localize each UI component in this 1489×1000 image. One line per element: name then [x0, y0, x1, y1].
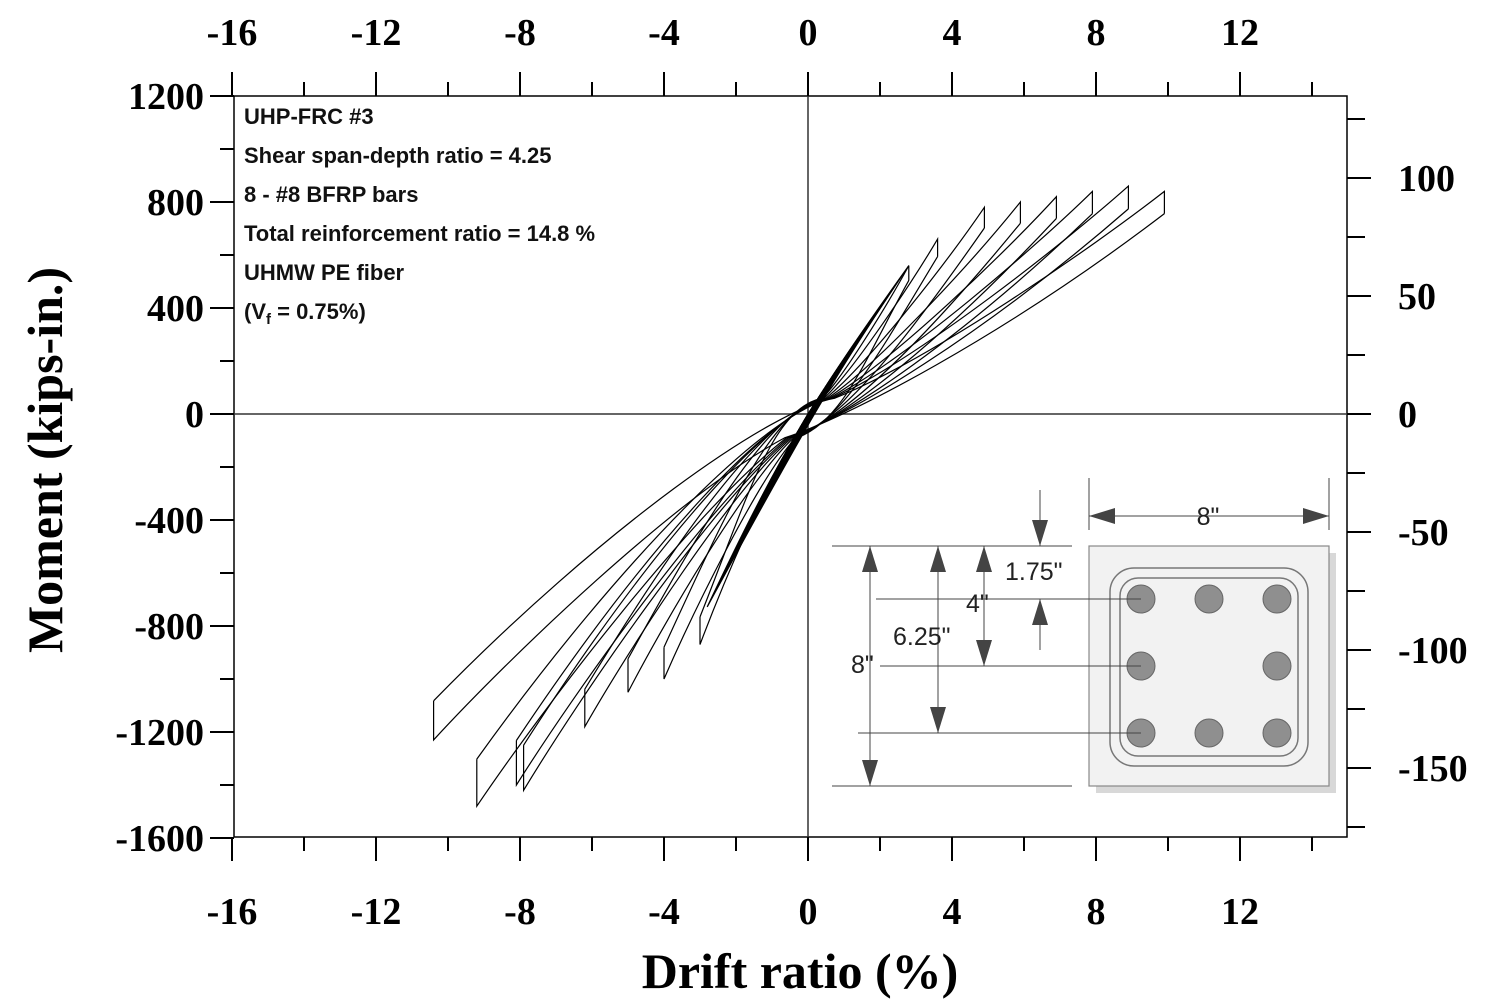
hysteresis-loop-lower [663, 256, 939, 680]
dimension-cover: 1.75" [1005, 558, 1063, 586]
annotation-vf-prefix: (V [244, 299, 266, 324]
hysteresis-loop-upper [476, 184, 1129, 760]
dimension-arrows [862, 508, 1329, 786]
hysteresis-loop-lower [515, 213, 1093, 788]
rebar [1262, 651, 1292, 681]
x-tick-label-top: -8 [504, 12, 536, 54]
y2-tick-label-right: -100 [1398, 630, 1468, 672]
x-tick-label-bottom: -12 [351, 891, 402, 933]
x-tick-label-top: -12 [351, 12, 402, 54]
hysteresis-loop-upper [523, 195, 1057, 746]
annotation-specimen: UHP-FRC #3 [244, 104, 374, 129]
x-tick-label-bottom: -4 [648, 891, 680, 933]
y-axis-title: Moment (kips-in.) [17, 267, 73, 653]
stirrup-outer [1109, 567, 1309, 767]
annotation-fiber: UHMW PE fiber [244, 260, 405, 285]
hysteresis-loop-lower [699, 280, 910, 645]
y2-tick-label-right: 0 [1398, 394, 1417, 436]
dimension-width: 8" [1197, 503, 1220, 531]
dimension-outer-row: 6.25" [893, 623, 951, 651]
x-axis-title: Drift ratio (%) [642, 943, 959, 999]
rebar [1194, 584, 1224, 614]
axis-ticks [210, 72, 1371, 861]
x-tick-label-top: 0 [799, 12, 818, 54]
cross-section-inset: 8" 1.75" 4" 6.25" 8" [832, 478, 1336, 793]
y2-tick-label-right: 50 [1398, 276, 1436, 318]
y2-tick-label-right: 100 [1398, 158, 1455, 200]
dimension-height: 8" [851, 651, 874, 679]
hysteresis-loop-upper [584, 200, 1021, 690]
annotation-vf: (Vf = 0.75%) [244, 299, 366, 328]
hysteresis-curves [433, 184, 1165, 809]
rebar [1194, 718, 1224, 748]
annotation-reinforcement: Total reinforcement ratio = 14.8 % [244, 221, 595, 246]
rebar [1262, 584, 1292, 614]
annotation-bars: 8 - #8 BFRP bars [244, 182, 418, 207]
y2-tick-label-right: -150 [1398, 748, 1468, 790]
y-tick-label-left: 1200 [128, 76, 204, 118]
x-tick-label-bottom: 4 [943, 891, 962, 933]
y-tick-label-left: 400 [147, 288, 204, 330]
axis-tick-labels: -16-16-12-12-8-8-4-400448812121200800400… [115, 12, 1467, 933]
x-tick-label-top: -16 [207, 12, 258, 54]
dimension-spacing: 4" [966, 590, 989, 618]
x-tick-label-bottom: -16 [207, 891, 258, 933]
small-cycle [706, 265, 910, 608]
hysteresis-loop-upper [699, 265, 910, 618]
x-tick-label-bottom: 0 [799, 891, 818, 933]
hysteresis-loop-lower [433, 213, 1165, 742]
y-tick-label-left: -800 [134, 606, 204, 648]
hysteresis-loop-upper [663, 236, 939, 648]
hysteresis-loop-lower [523, 218, 1057, 793]
rebar [1262, 718, 1292, 748]
y-tick-label-left: -1600 [115, 818, 204, 860]
rebar-group [1126, 584, 1292, 748]
y-tick-label-left: -400 [134, 500, 204, 542]
x-tick-label-top: 4 [943, 12, 962, 54]
stirrup-inner [1119, 577, 1299, 757]
x-tick-label-bottom: 8 [1087, 891, 1106, 933]
annotation-vf-sub: f [266, 311, 272, 328]
annotation-vf-suffix: = 0.75%) [271, 299, 366, 324]
hysteresis-loop-lower [476, 208, 1129, 809]
x-tick-label-top: -4 [648, 12, 680, 54]
y-tick-label-left: -1200 [115, 712, 204, 754]
hysteresis-loop-lower [584, 222, 1021, 729]
hysteresis-loop-upper [433, 190, 1165, 702]
y-tick-label-left: 800 [147, 182, 204, 224]
annotation-shear-span: Shear span-depth ratio = 4.25 [244, 143, 551, 168]
specimen-annotation: UHP-FRC #3 Shear span-depth ratio = 4.25… [244, 104, 595, 328]
x-tick-label-bottom: -8 [504, 891, 536, 933]
x-tick-label-top: 12 [1221, 12, 1259, 54]
x-tick-label-top: 8 [1087, 12, 1106, 54]
y-tick-label-left: 0 [185, 394, 204, 436]
y2-tick-label-right: -50 [1398, 512, 1449, 554]
x-tick-label-bottom: 12 [1221, 891, 1259, 933]
